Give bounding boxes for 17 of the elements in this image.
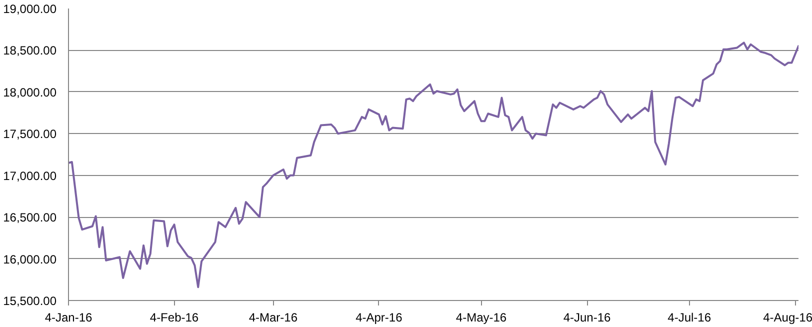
line-series xyxy=(68,42,798,288)
y-tick-label: 15,500.00 xyxy=(3,294,57,308)
x-tick-label: 4-Apr-16 xyxy=(356,310,403,324)
y-tick-label: 19,000.00 xyxy=(3,2,57,16)
x-tick-label: 4-Jan-16 xyxy=(44,310,93,324)
x-tick-label: 4-Mar-16 xyxy=(248,310,298,324)
y-tick-label: 18,500.00 xyxy=(3,44,57,58)
y-tick-label: 16,500.00 xyxy=(3,210,57,225)
y-tick-label: 18,000.00 xyxy=(3,85,57,100)
y-tick-label: 17,500.00 xyxy=(3,127,57,142)
x-tick-label: 4-Feb-16 xyxy=(150,310,199,324)
y-tick-label: 16,000.00 xyxy=(3,252,57,266)
y-tick-label: 17,000.00 xyxy=(3,168,57,183)
x-tick-label: 4-Jul-16 xyxy=(668,310,712,324)
x-tick-label: 4-May-16 xyxy=(456,310,507,324)
x-tick-label: 4-Jun-16 xyxy=(563,310,612,324)
x-tick-label: 4-Aug-16 xyxy=(763,310,812,324)
